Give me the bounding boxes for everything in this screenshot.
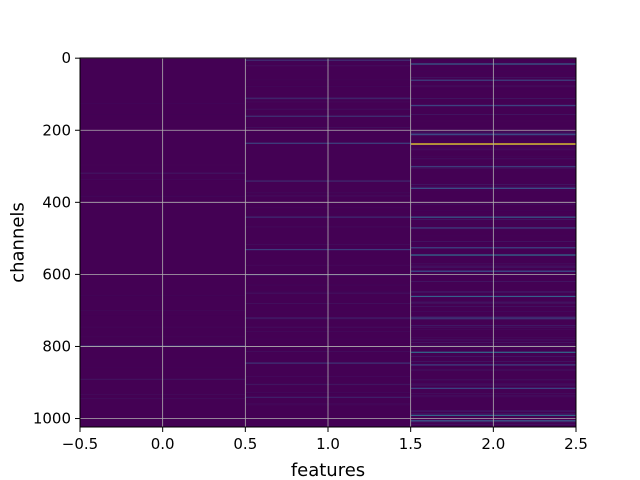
x-tick-label: 1.5	[399, 435, 423, 453]
axes: −0.5 0.0 0.5 1.0 1.5 2.0 2.5 0 200 400 600 800 1000	[33, 49, 588, 453]
y-tick-label: 0	[61, 49, 71, 67]
y-tick-label: 1000	[33, 410, 71, 428]
x-tick-label: 2.0	[481, 435, 505, 453]
x-tick-label: 2.5	[564, 435, 588, 453]
x-axis-label: features	[291, 460, 365, 480]
x-tick-label: 1.0	[316, 435, 340, 453]
y-tick-label: 800	[42, 337, 71, 355]
x-tick-label: −0.5	[62, 435, 98, 453]
y-axis-label: channels	[7, 202, 28, 283]
y-tick-label: 200	[42, 121, 71, 139]
y-tick-label: 400	[42, 193, 71, 211]
x-tick-label: 0.0	[151, 435, 175, 453]
x-tick-label: 0.5	[233, 435, 257, 453]
y-tick-label: 600	[42, 265, 71, 283]
